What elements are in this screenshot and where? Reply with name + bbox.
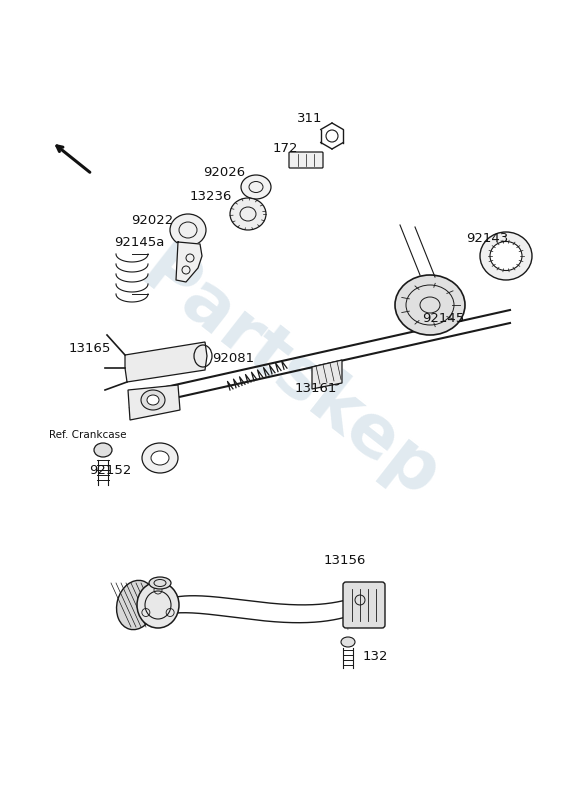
Text: 13161: 13161 xyxy=(295,382,337,394)
Text: 172: 172 xyxy=(272,142,298,154)
Polygon shape xyxy=(128,385,180,420)
Ellipse shape xyxy=(147,395,159,405)
Text: 92145: 92145 xyxy=(422,311,464,325)
Ellipse shape xyxy=(329,365,341,385)
Ellipse shape xyxy=(241,175,271,199)
Text: 13156: 13156 xyxy=(324,554,366,566)
FancyBboxPatch shape xyxy=(289,152,323,168)
Text: 92143: 92143 xyxy=(466,231,508,245)
Text: 92145a: 92145a xyxy=(114,235,164,249)
Ellipse shape xyxy=(117,580,155,630)
Polygon shape xyxy=(125,342,207,382)
Text: 311: 311 xyxy=(297,111,323,125)
Ellipse shape xyxy=(149,577,171,589)
Ellipse shape xyxy=(142,443,178,473)
Text: 92022: 92022 xyxy=(131,214,173,226)
FancyBboxPatch shape xyxy=(343,582,385,628)
Text: Partskep: Partskep xyxy=(126,238,452,514)
Ellipse shape xyxy=(480,232,532,280)
Polygon shape xyxy=(176,242,202,282)
Polygon shape xyxy=(312,360,342,389)
Text: 92081: 92081 xyxy=(212,351,254,365)
Ellipse shape xyxy=(94,443,112,457)
Ellipse shape xyxy=(151,451,169,465)
Ellipse shape xyxy=(230,198,266,230)
Text: 13165: 13165 xyxy=(69,342,111,354)
Text: 92026: 92026 xyxy=(203,166,245,178)
Text: 92152: 92152 xyxy=(89,463,131,477)
Text: 132: 132 xyxy=(362,650,388,662)
Ellipse shape xyxy=(170,214,206,246)
Ellipse shape xyxy=(137,582,179,628)
Ellipse shape xyxy=(141,390,165,410)
Text: 13236: 13236 xyxy=(190,190,232,203)
Ellipse shape xyxy=(395,275,465,335)
Text: Ref. Crankcase: Ref. Crankcase xyxy=(49,430,127,440)
Ellipse shape xyxy=(341,637,355,647)
Ellipse shape xyxy=(490,242,522,270)
